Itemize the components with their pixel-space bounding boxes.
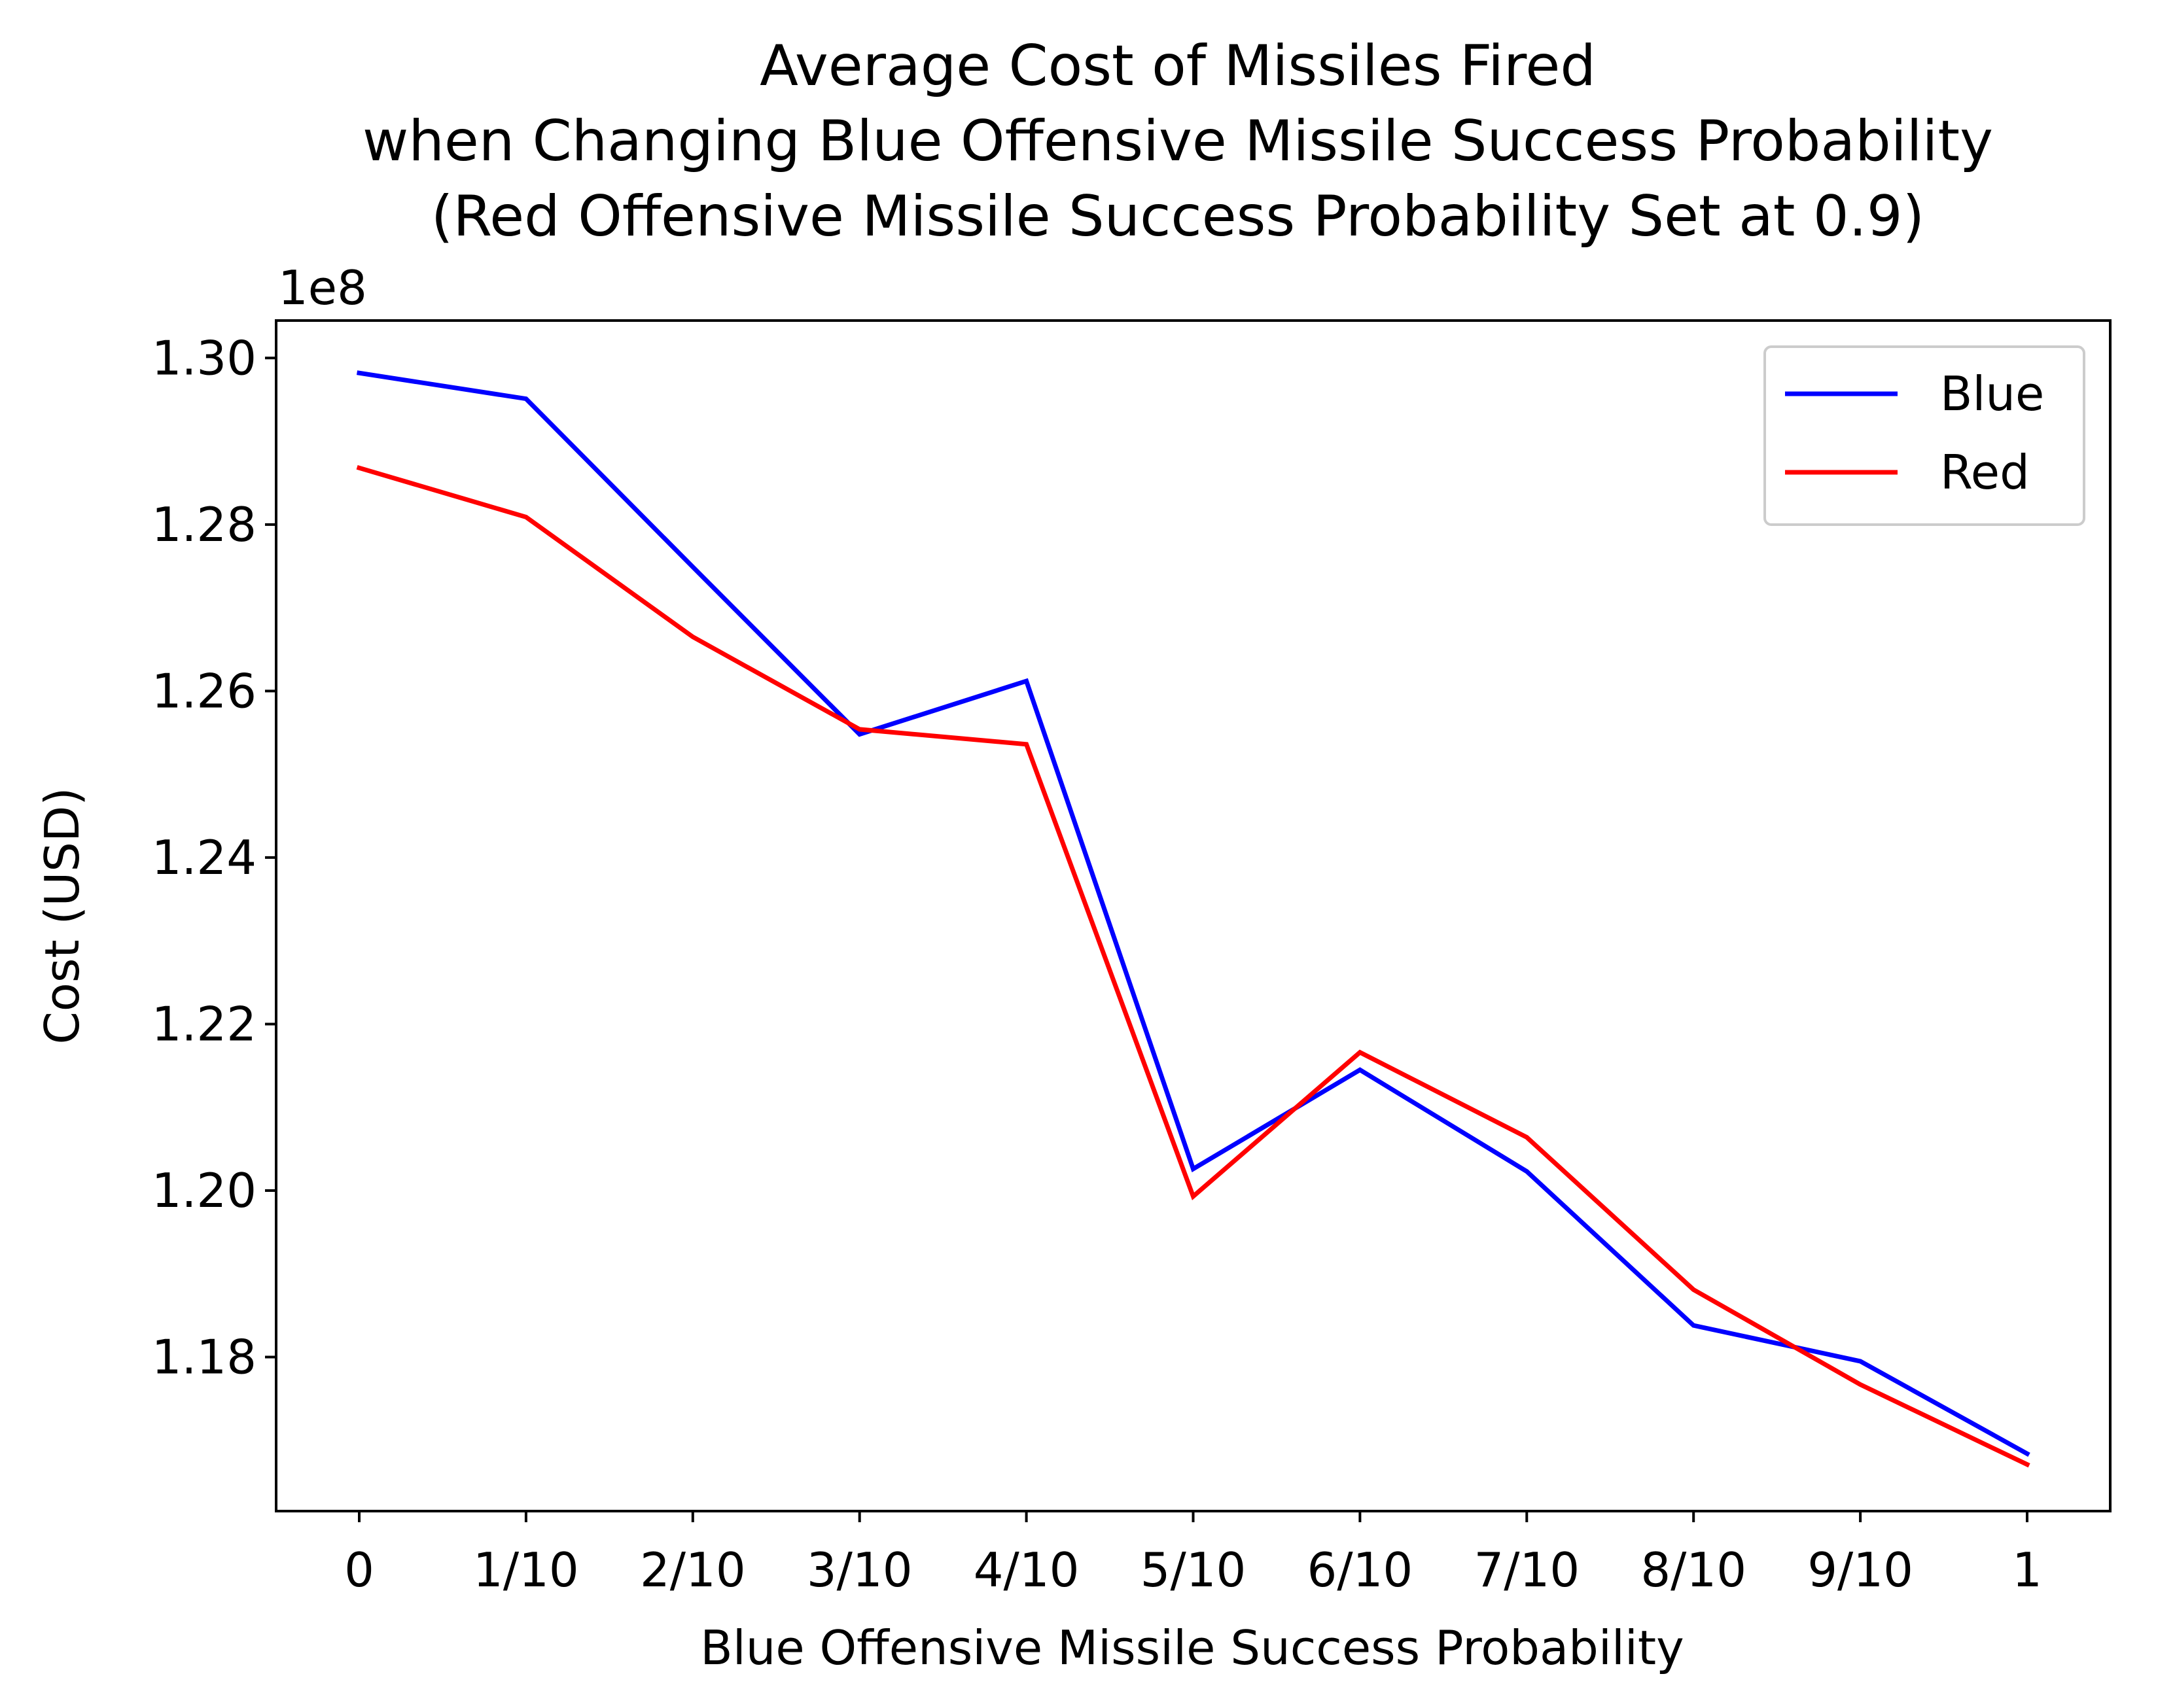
x-tick-label: 4/10 (974, 1542, 1080, 1597)
legend-label-blue: Blue (1940, 366, 2044, 421)
x-tick-label: 2/10 (640, 1542, 746, 1597)
x-tick-label: 6/10 (1307, 1542, 1413, 1597)
x-tick-label: 7/10 (1474, 1542, 1580, 1597)
x-tick-label: 5/10 (1141, 1542, 1247, 1597)
chart-title: Average Cost of Missiles Fired when Chan… (362, 33, 1993, 249)
plot-series (356, 370, 2030, 1468)
legend-box (1763, 345, 2085, 526)
title-line-2: when Changing Blue Offensive Missile Suc… (362, 109, 1993, 174)
y-tick-label: 1.30 (152, 330, 256, 385)
x-tick-label: 0 (344, 1542, 374, 1597)
y-offset-label: 1e8 (278, 260, 367, 315)
x-axis-label: Blue Offensive Missile Success Probabili… (700, 1620, 1684, 1675)
y-tick-label: 1.22 (152, 996, 256, 1051)
y-tick-label: 1.24 (152, 830, 256, 885)
x-tick-label: 3/10 (807, 1542, 913, 1597)
series-line-blue (357, 370, 2030, 1457)
x-tick-label: 1/10 (473, 1542, 579, 1597)
y-tick-label: 1.26 (152, 663, 256, 718)
x-tick-label: 1 (2012, 1542, 2042, 1597)
title-line-3: (Red Offensive Missile Success Probabili… (431, 184, 1924, 249)
legend-label-red: Red (1940, 445, 2030, 500)
legend: Blue Red (1763, 345, 2085, 526)
y-tick-label: 1.28 (152, 497, 256, 552)
y-tick-label: 1.18 (152, 1330, 256, 1385)
series-line-red (356, 464, 2030, 1468)
y-tick-label: 1.20 (152, 1163, 256, 1218)
plot-frame (275, 319, 2112, 1512)
x-axis-ticks: 0 1/10 2/10 3/10 4/10 5/10 6/10 7/10 8/10 9/10 1 (344, 1511, 2042, 1597)
y-axis-label: Cost (USD) (35, 788, 90, 1045)
title-line-1: Average Cost of Missiles Fired (760, 33, 1596, 99)
y-axis-ticks: 1.18 1.20 1.22 1.24 1.26 1.28 1.30 (152, 330, 276, 1385)
x-tick-label: 9/10 (1807, 1542, 1913, 1597)
x-tick-label: 8/10 (1640, 1542, 1746, 1597)
